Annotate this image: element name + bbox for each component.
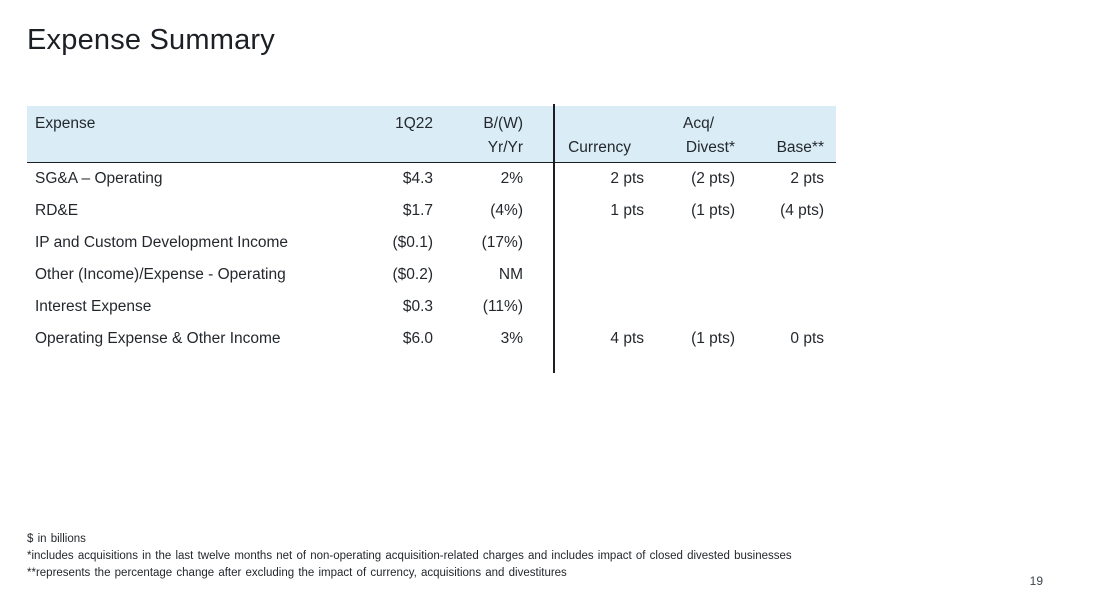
table-row: IP and Custom Development Income ($0.1) … [27, 227, 836, 259]
header-spacer [523, 112, 553, 136]
cell-base: 0 pts [790, 330, 824, 347]
cell-currency: 4 pts [610, 330, 644, 347]
cell-bw-yryr: 3% [500, 330, 523, 347]
column-header-yryr: Yr/Yr [487, 139, 523, 156]
row-label: IP and Custom Development Income [35, 234, 289, 251]
cell-divest: (2 pts) [691, 170, 735, 187]
expense-table: Expense 1Q22 B/(W) Acq/ Yr/Yr Currency D… [27, 104, 836, 373]
column-header-acq: Acq/ [682, 115, 714, 132]
cell-bw-yryr: NM [498, 266, 523, 283]
column-header-expense: Expense [35, 115, 96, 132]
header-spacer [343, 136, 433, 160]
page-number: 19 [1029, 574, 1043, 588]
header-spacer [553, 112, 644, 136]
cell-1q22: ($0.1) [392, 234, 434, 251]
table-row: Other (Income)/Expense - Operating ($0.2… [27, 259, 836, 291]
cell-base: (4 pts) [780, 202, 824, 219]
row-label: RD&E [35, 202, 79, 219]
page-title: Expense Summary [27, 24, 275, 56]
cell-bw-yryr: (17%) [481, 234, 523, 251]
footnote-base: **represents the percentage change after… [27, 567, 567, 579]
header-spacer [27, 136, 343, 160]
footnote-scale: $ in billions [27, 533, 86, 545]
cell-1q22: $4.3 [402, 170, 433, 187]
header-spacer [824, 136, 836, 160]
header-spacer [523, 136, 553, 160]
cell-bw-yryr: 2% [500, 170, 523, 187]
footnote-acq-divest: *includes acquisitions in the last twelv… [27, 550, 792, 562]
column-header-base: Base** [776, 139, 824, 156]
table-header-line-1: Expense 1Q22 B/(W) Acq/ [27, 112, 836, 136]
cell-bw-yryr: (11%) [482, 298, 523, 315]
header-spacer [735, 112, 824, 136]
cell-divest: (1 pts) [691, 330, 735, 347]
cell-bw-yryr: (4%) [490, 202, 523, 219]
table-header: Expense 1Q22 B/(W) Acq/ Yr/Yr Currency D… [27, 106, 836, 163]
cell-1q22: $0.3 [402, 298, 433, 315]
section-divider-line [553, 104, 555, 373]
cell-divest: (1 pts) [691, 202, 735, 219]
row-label: SG&A – Operating [35, 170, 163, 187]
cell-1q22: $6.0 [402, 330, 433, 347]
column-header-1q22: 1Q22 [395, 115, 433, 132]
table-row: SG&A – Operating $4.3 2% 2 pts (2 pts) 2… [27, 163, 836, 195]
row-label: Other (Income)/Expense - Operating [35, 266, 286, 283]
table-row: Operating Expense & Other Income $6.0 3%… [27, 323, 836, 355]
cell-currency: 2 pts [610, 170, 644, 187]
table-row: Interest Expense $0.3 (11%) [27, 291, 836, 323]
column-header-currency: Currency [568, 139, 631, 156]
footnotes: $ in billions *includes acquisitions in … [27, 531, 792, 582]
row-label: Operating Expense & Other Income [35, 330, 281, 347]
cell-1q22: $1.7 [402, 202, 433, 219]
table-header-line-2: Yr/Yr Currency Divest* Base** [27, 136, 836, 160]
column-header-bw: B/(W) [483, 115, 523, 132]
column-header-divest: Divest* [685, 139, 735, 156]
cell-1q22: ($0.2) [392, 266, 434, 283]
table-row: RD&E $1.7 (4%) 1 pts (1 pts) (4 pts) [27, 195, 836, 227]
cell-currency: 1 pts [610, 202, 644, 219]
cell-base: 2 pts [790, 170, 824, 187]
row-label: Interest Expense [35, 298, 152, 315]
header-spacer [824, 112, 836, 136]
